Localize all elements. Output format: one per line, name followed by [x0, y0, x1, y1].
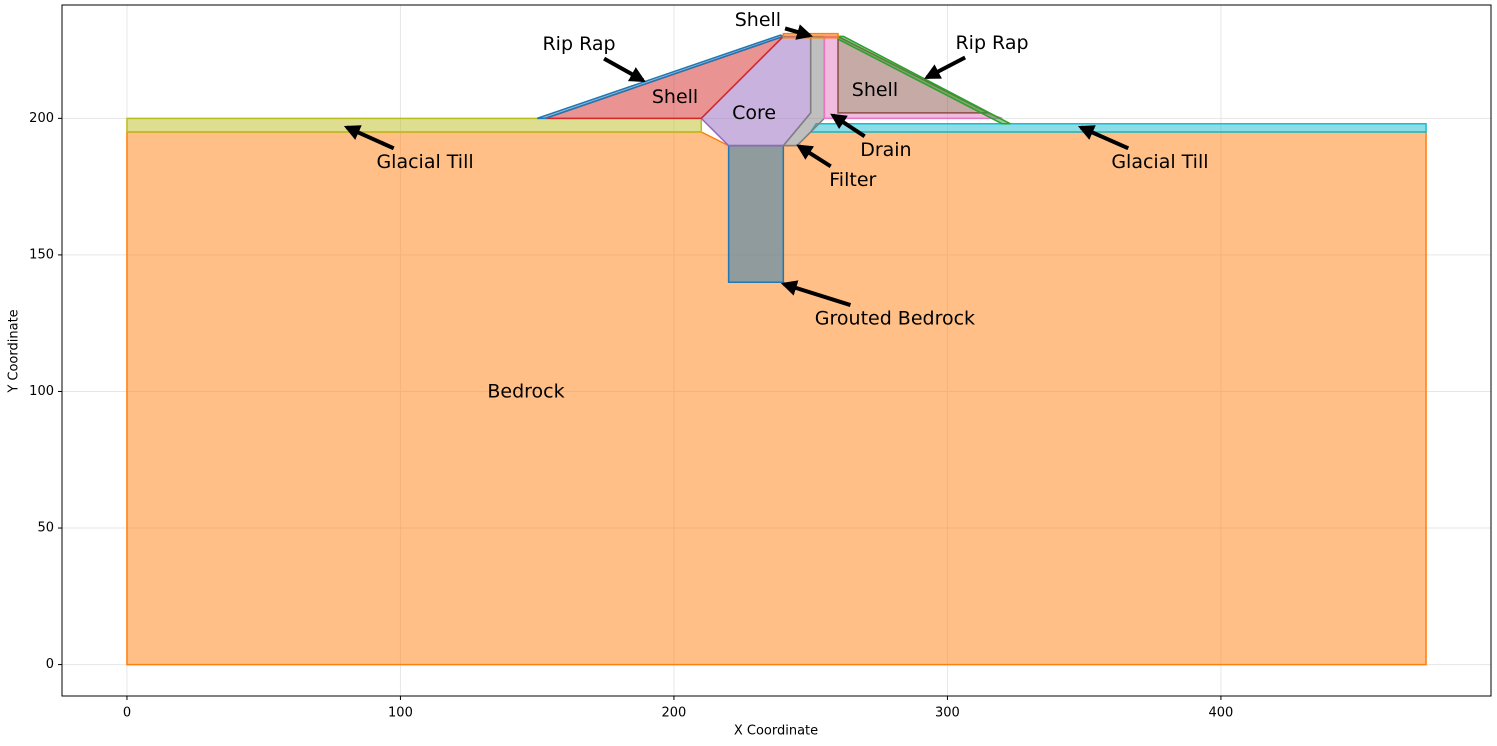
annotation: Core	[732, 102, 776, 124]
annotation: Shell	[735, 9, 781, 31]
annotation: Grouted Bedrock	[815, 308, 975, 330]
x-tick-label: 400	[1209, 706, 1234, 721]
annotation: Glacial Till	[376, 151, 473, 173]
annotation-arrow	[924, 55, 967, 80]
region	[837, 35, 1011, 125]
x-tick-label: 300	[935, 706, 960, 721]
region	[126, 117, 703, 133]
annotation-arrow	[830, 113, 866, 138]
y-tick-label: 150	[29, 247, 54, 262]
y-tick-label: 0	[46, 657, 54, 672]
y-tick-label: 100	[29, 384, 54, 399]
annotation-arrow	[1077, 125, 1130, 151]
annotation: Shell	[852, 79, 898, 101]
annotation: Rip Rap	[955, 32, 1028, 54]
y-axis-label: Y Coordinate	[7, 309, 22, 393]
annotation: Shell	[652, 86, 698, 108]
annotation-arrow	[603, 56, 646, 83]
annotation: Bedrock	[487, 381, 564, 403]
axes-frame	[61, 4, 1492, 697]
y-tick-label: 200	[29, 111, 54, 126]
annotation-arrow	[343, 125, 395, 151]
y-tick-label: 50	[37, 521, 54, 536]
annotation: Filter	[829, 169, 876, 191]
x-tick-label: 100	[388, 706, 413, 721]
x-tick-label: 200	[662, 706, 687, 721]
annotation-arrow	[796, 144, 832, 169]
region	[782, 32, 839, 39]
annotation: Glacial Till	[1111, 151, 1208, 173]
x-tick-label: 0	[123, 706, 131, 721]
annotation: Rip Rap	[542, 33, 615, 55]
annotation-arrow	[784, 24, 813, 40]
region	[809, 123, 1427, 133]
x-axis-label: X Coordinate	[734, 724, 818, 739]
annotation: Drain	[860, 139, 911, 161]
region	[727, 144, 785, 283]
annotation-arrow	[780, 280, 852, 307]
